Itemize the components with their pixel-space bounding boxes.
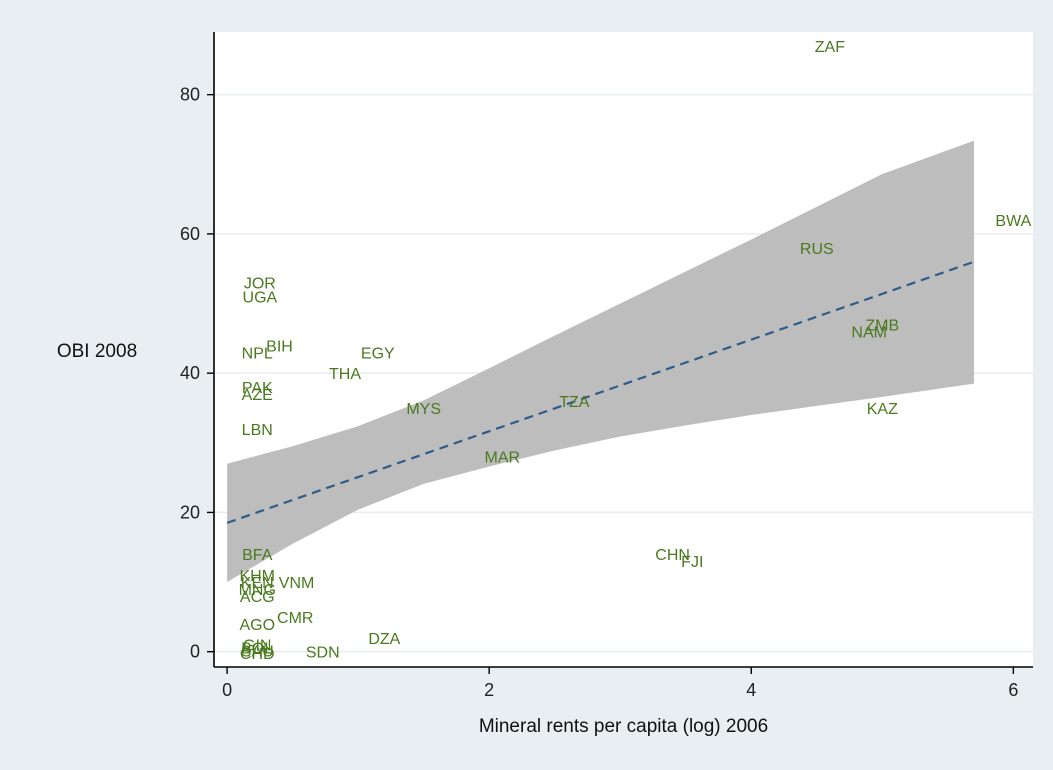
point-label-mar: MAR (485, 450, 521, 467)
fit-line-layer (226, 260, 975, 524)
point-label-chd: CHD (240, 646, 275, 663)
axis-layer: 0 20 40 60 80 0 2 4 6 (180, 32, 1033, 700)
point-label-mys: MYS (406, 401, 441, 418)
point-label-bih: BIH (266, 338, 293, 355)
point-label-ken: KEN (241, 575, 274, 592)
point-label-aze: AZE (242, 387, 273, 404)
point-label-cmr: CMR (277, 610, 313, 627)
point-label-zmb: ZMB (865, 317, 899, 334)
point-label-dza: DZA (368, 631, 400, 648)
x-tick-label: 2 (484, 680, 494, 700)
point-label-nam: NAM (851, 324, 887, 341)
y-tick-label: 80 (180, 85, 200, 105)
point-label-bwa: BWA (995, 213, 1031, 230)
x-tick-label: 6 (1008, 680, 1018, 700)
point-label-fji: FJI (681, 554, 703, 571)
point-label-khm: KHM (239, 568, 275, 585)
point-label-pak: PAK (242, 380, 273, 397)
y-tick-label: 60 (180, 224, 200, 244)
point-label-egy: EGY (361, 345, 395, 362)
point-label-zaf: ZAF (815, 39, 845, 56)
point-label-sau: SAU (241, 643, 274, 660)
point-label-tha: THA (329, 366, 361, 383)
point-label-ago: AGO (239, 617, 275, 634)
point-label-mng: MNG (239, 582, 276, 599)
point-label-acg: ACG (240, 589, 275, 606)
point-label-vnm: VNM (279, 575, 315, 592)
x-axis-title: Mineral rents per capita (log) 2006 (479, 716, 768, 737)
y-axis-title: OBI 2008 (57, 341, 137, 362)
point-label-sdn: SDN (306, 645, 340, 662)
point-label-npl: NPL (242, 345, 273, 362)
x-tick-label: 4 (746, 680, 756, 700)
y-tick-label: 40 (180, 363, 200, 383)
point-label-bol: BOL (241, 641, 273, 658)
point-label-rus: RUS (800, 241, 834, 258)
y-tick-label: 20 (180, 502, 200, 522)
point-label-gin: GIN (243, 638, 271, 655)
y-tick-label: 0 (190, 642, 200, 662)
point-label-bfa: BFA (242, 547, 273, 564)
point-label-tza: TZA (559, 394, 590, 411)
point-label-lbn: LBN (242, 422, 273, 439)
x-tick-label: 0 (222, 680, 232, 700)
fit-line (226, 260, 975, 524)
point-label-uga: UGA (243, 290, 278, 307)
point-label-chn: CHN (655, 547, 690, 564)
confidence-band (227, 140, 975, 583)
point-label-jor: JOR (244, 276, 276, 293)
point-label-kaz: KAZ (867, 401, 898, 418)
confidence-band-layer (227, 140, 975, 583)
